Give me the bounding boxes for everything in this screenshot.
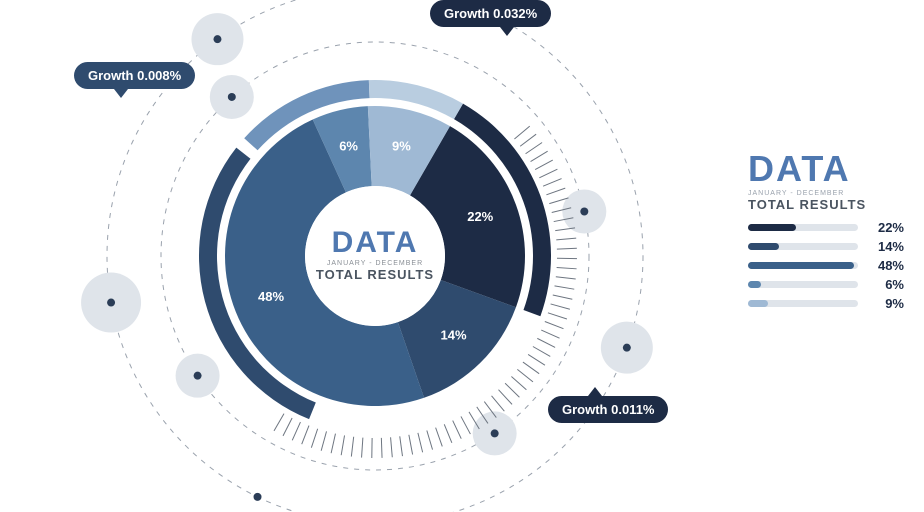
callout-tail [114,89,128,98]
slice-label: 9% [392,139,411,154]
legend-fill [748,243,779,250]
infographic-stage: 22% 14% 48% 6% 9% DATA JANUARY - DECEMBER TO… [0,0,924,512]
center-title-subtitle: TOTAL RESULTS [300,267,450,282]
legend-track [748,281,858,288]
legend-row: 6% [748,277,904,292]
legend-value: 22% [866,220,904,235]
legend-value: 48% [866,258,904,273]
slice-label: 22% [467,209,493,224]
center-title-daterange: JANUARY - DECEMBER [300,260,450,267]
orbit-node-dot [107,299,115,307]
orbit-node-dot [228,93,236,101]
orbit-node-dot [491,429,499,437]
legend-panel: DATA JANUARY - DECEMBER TOTAL RESULTS 22… [748,148,904,311]
growth-callout: Growth 0.008% [74,62,195,89]
legend-fill [748,281,761,288]
legend-row: 14% [748,239,904,254]
legend-value: 9% [866,296,904,311]
callout-tail [588,387,602,396]
legend-row: 9% [748,296,904,311]
center-title-main: DATA [300,226,450,260]
legend-fill [748,224,796,231]
orbit-node-dot [213,35,221,43]
legend-track [748,224,858,231]
orbit-node-dot [194,372,202,380]
slice-label: 48% [258,289,284,304]
legend-track [748,300,858,307]
growth-callout: Growth 0.011% [548,396,668,423]
center-title-block: DATA JANUARY - DECEMBER TOTAL RESULTS [300,226,450,282]
orbit-node-dot [254,493,262,501]
legend-title-subtitle: TOTAL RESULTS [748,197,904,212]
legend-fill [748,300,768,307]
orbit-node-dot [623,344,631,352]
legend-row: 22% [748,220,904,235]
legend-track [748,262,858,269]
legend-row: 48% [748,258,904,273]
callout-tail [500,27,514,36]
legend-fill [748,262,854,269]
legend-title-daterange: JANUARY - DECEMBER [748,190,904,197]
legend-track [748,243,858,250]
legend-value: 6% [866,277,904,292]
legend-title-main: DATA [748,148,904,190]
slice-label: 6% [339,139,358,154]
slice-label: 14% [441,327,467,342]
orbit-node-dot [580,208,588,216]
legend-rows: 22% 14% 48% 6% 9% [748,220,904,311]
growth-callout: Growth 0.032% [430,0,551,27]
legend-value: 14% [866,239,904,254]
